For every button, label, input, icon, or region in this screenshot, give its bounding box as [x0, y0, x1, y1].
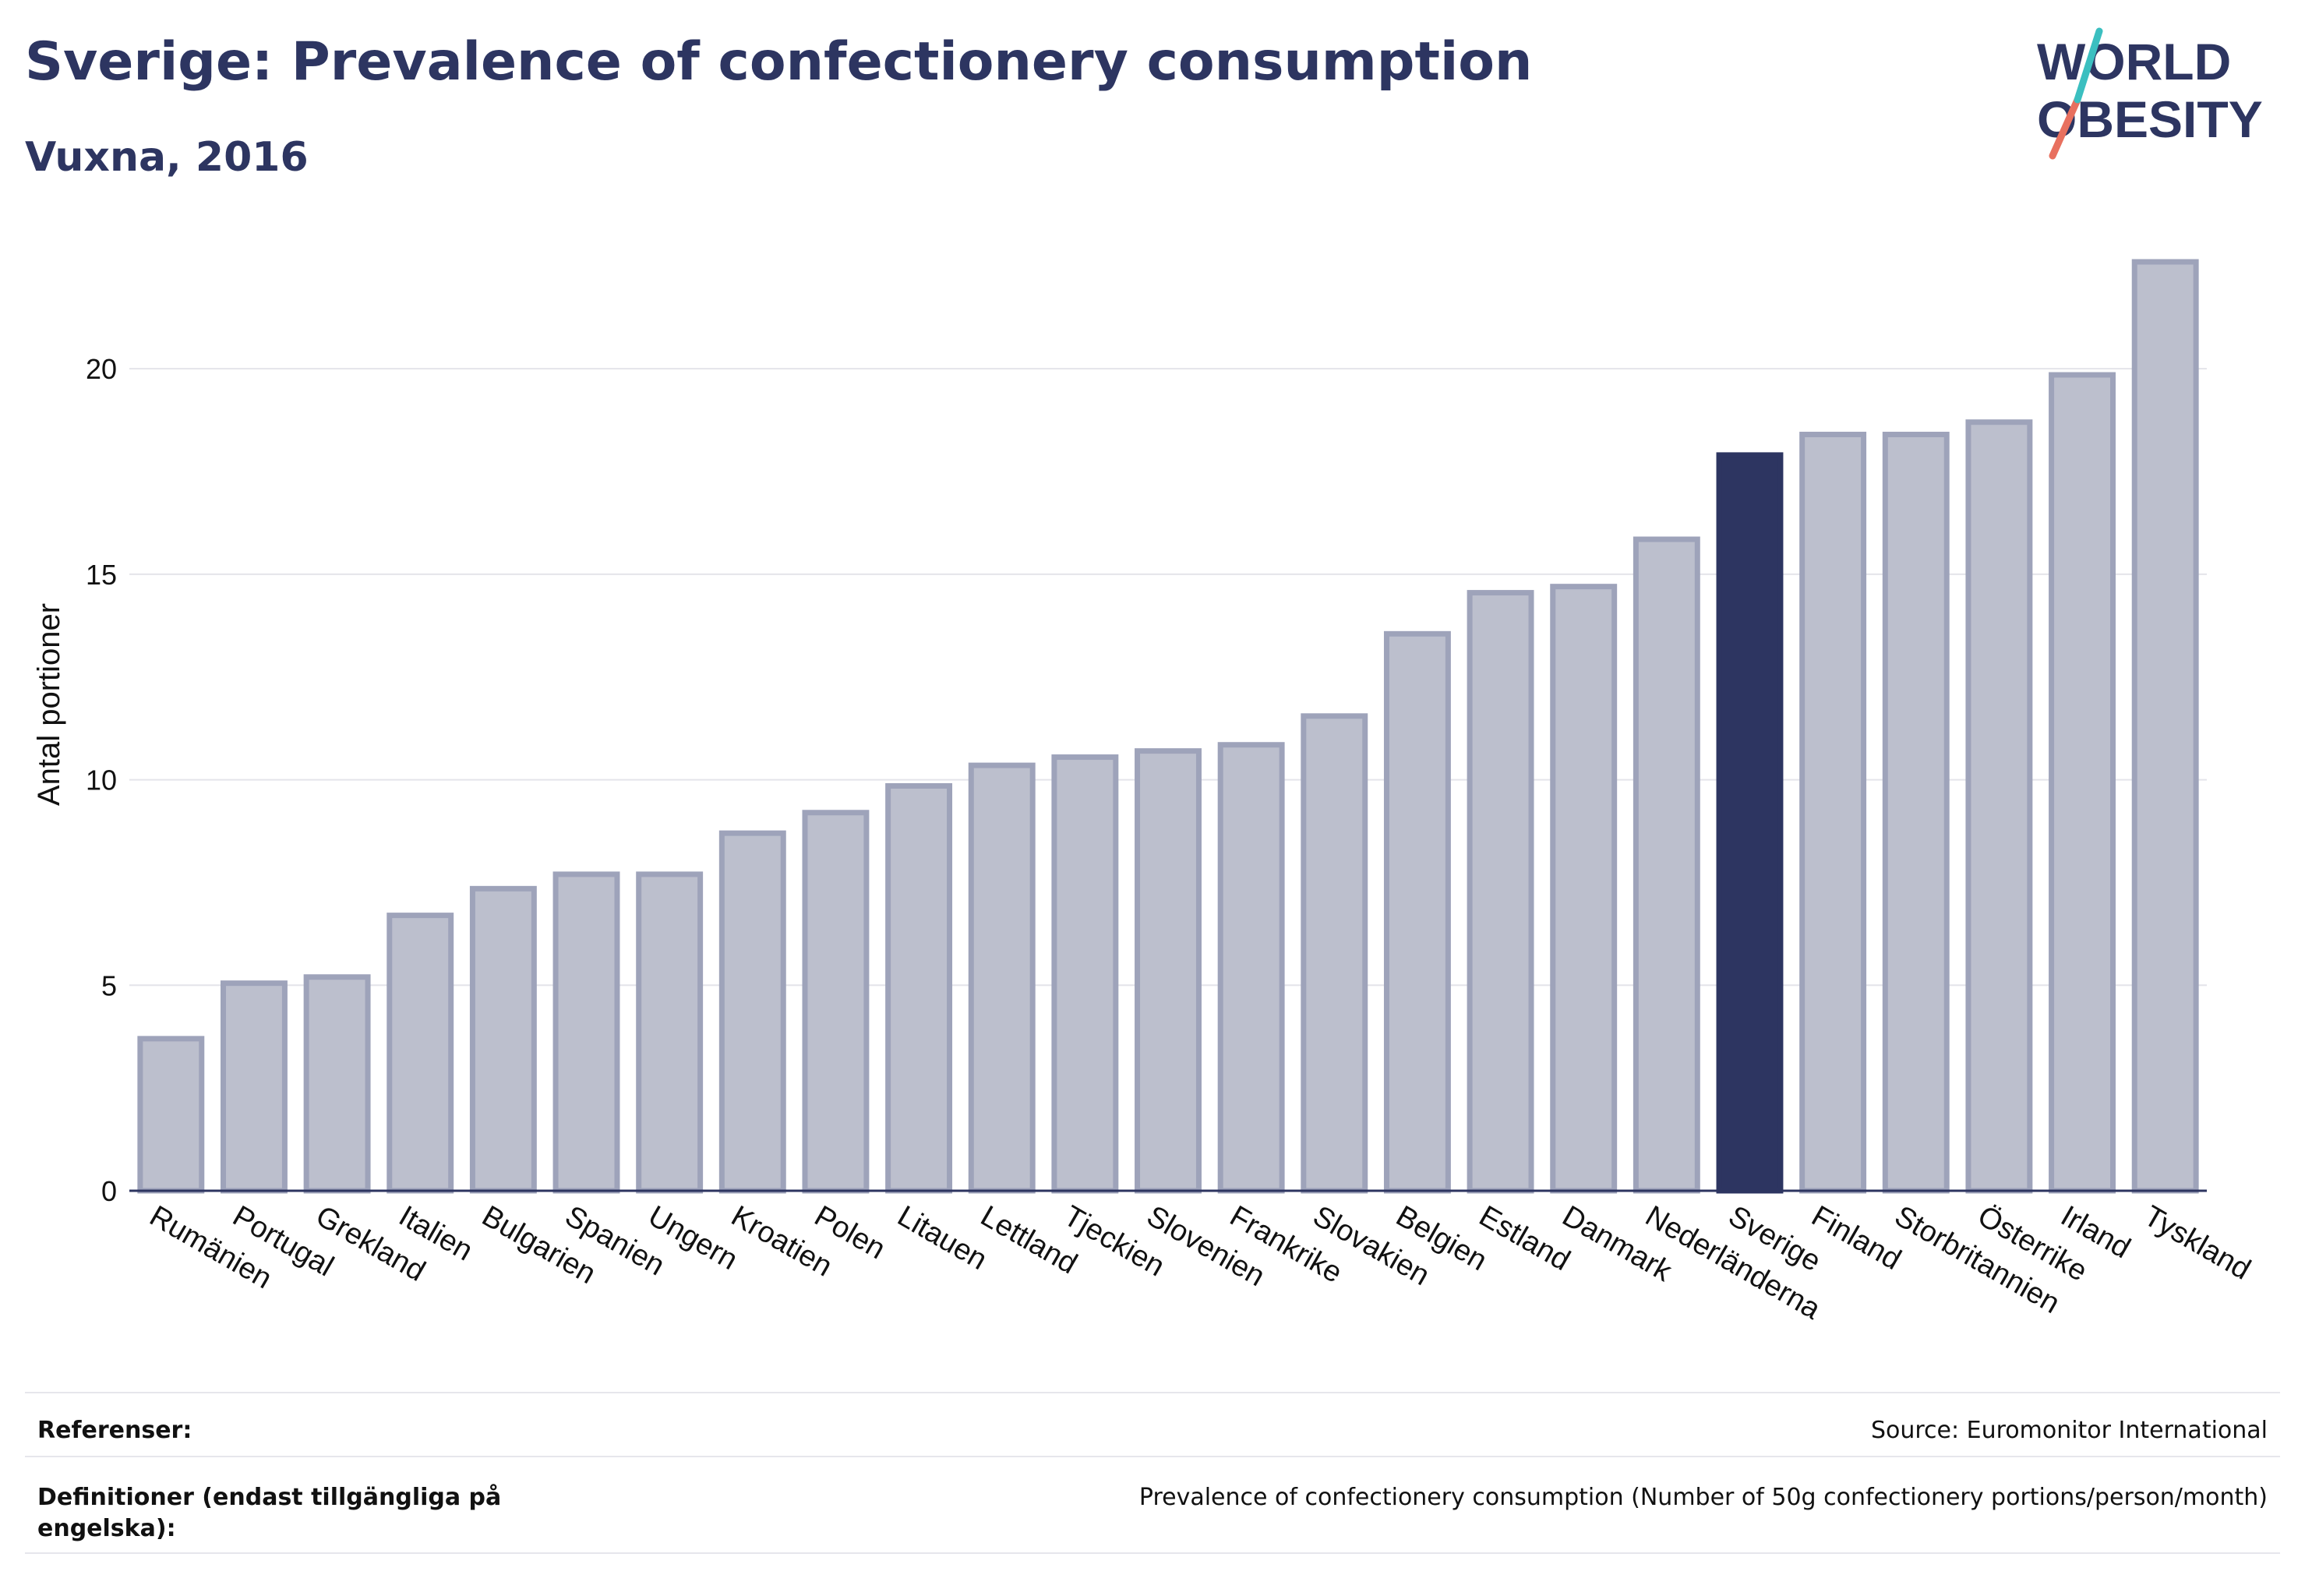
y-tick-label-10: 10 — [86, 764, 117, 796]
chart-subtitle: Vuxna, 2016 — [25, 134, 309, 181]
bar-15 — [1383, 630, 1451, 1194]
y-tick-label-15: 15 — [86, 559, 117, 591]
bar-9 — [885, 782, 953, 1194]
bar-22 — [1965, 419, 2033, 1194]
bar-layer — [137, 259, 2199, 1194]
definitions-label: Definitioner (endast tillgängliga på eng… — [37, 1484, 502, 1542]
y-tick-label-0: 0 — [101, 1175, 117, 1207]
references-label: Referenser: — [37, 1417, 192, 1444]
bar-21 — [1882, 432, 1950, 1194]
y-tick-label-20: 20 — [86, 353, 117, 385]
bar-1 — [221, 980, 288, 1194]
y-axis-label: Antal portioner — [32, 603, 66, 806]
x-tick-label-9: Litauen — [892, 1199, 993, 1276]
definitions-value: Prevalence of confectionery consumption … — [1138, 1484, 2268, 1511]
bar-19 — [1716, 452, 1784, 1194]
bar-0 — [137, 1036, 205, 1194]
bar-23 — [2049, 372, 2116, 1194]
logo-slash-upper — [2074, 27, 2103, 104]
x-tick-label-10: Lettland — [975, 1199, 1082, 1280]
y-tick-label-5: 5 — [101, 969, 117, 1001]
bar-12 — [1135, 748, 1202, 1194]
bar-17 — [1550, 584, 1618, 1194]
bar-4 — [469, 885, 537, 1194]
bar-10 — [968, 762, 1036, 1194]
bar-11 — [1051, 754, 1119, 1194]
bar-chart: 05101520RumänienPortugalGreklandItalienB… — [32, 259, 2256, 1326]
bar-24 — [2131, 259, 2199, 1194]
bar-2 — [303, 974, 371, 1194]
x-tick-label-20: Finland — [1806, 1199, 1907, 1276]
bar-3 — [387, 913, 454, 1194]
bar-20 — [1799, 432, 1867, 1194]
bar-6 — [636, 871, 704, 1194]
bar-13 — [1217, 742, 1285, 1194]
bar-18 — [1633, 536, 1700, 1194]
x-tick-label-16: Estland — [1474, 1199, 1576, 1277]
bar-14 — [1301, 713, 1368, 1194]
bar-7 — [718, 830, 786, 1194]
references-row: Referenser: Source: Euromonitor Internat… — [25, 1392, 2280, 1456]
logo-slash-lower — [2049, 96, 2081, 160]
logo-line-1: WORLD — [2037, 33, 2231, 90]
bar-16 — [1467, 590, 1534, 1194]
references-value: Source: Euromonitor International — [1870, 1417, 2268, 1444]
bar-8 — [802, 810, 870, 1194]
bar-5 — [552, 871, 620, 1194]
chart-footer: Referenser: Source: Euromonitor Internat… — [25, 1392, 2280, 1554]
chart-title: Sverige: Prevalence of confectionery con… — [25, 31, 1533, 93]
world-obesity-logo: WORLD OBESITY — [2037, 27, 2263, 160]
definitions-row: Definitioner (endast tillgängliga på eng… — [25, 1456, 2280, 1554]
x-tick-label-24: Tyskland — [2138, 1199, 2256, 1286]
